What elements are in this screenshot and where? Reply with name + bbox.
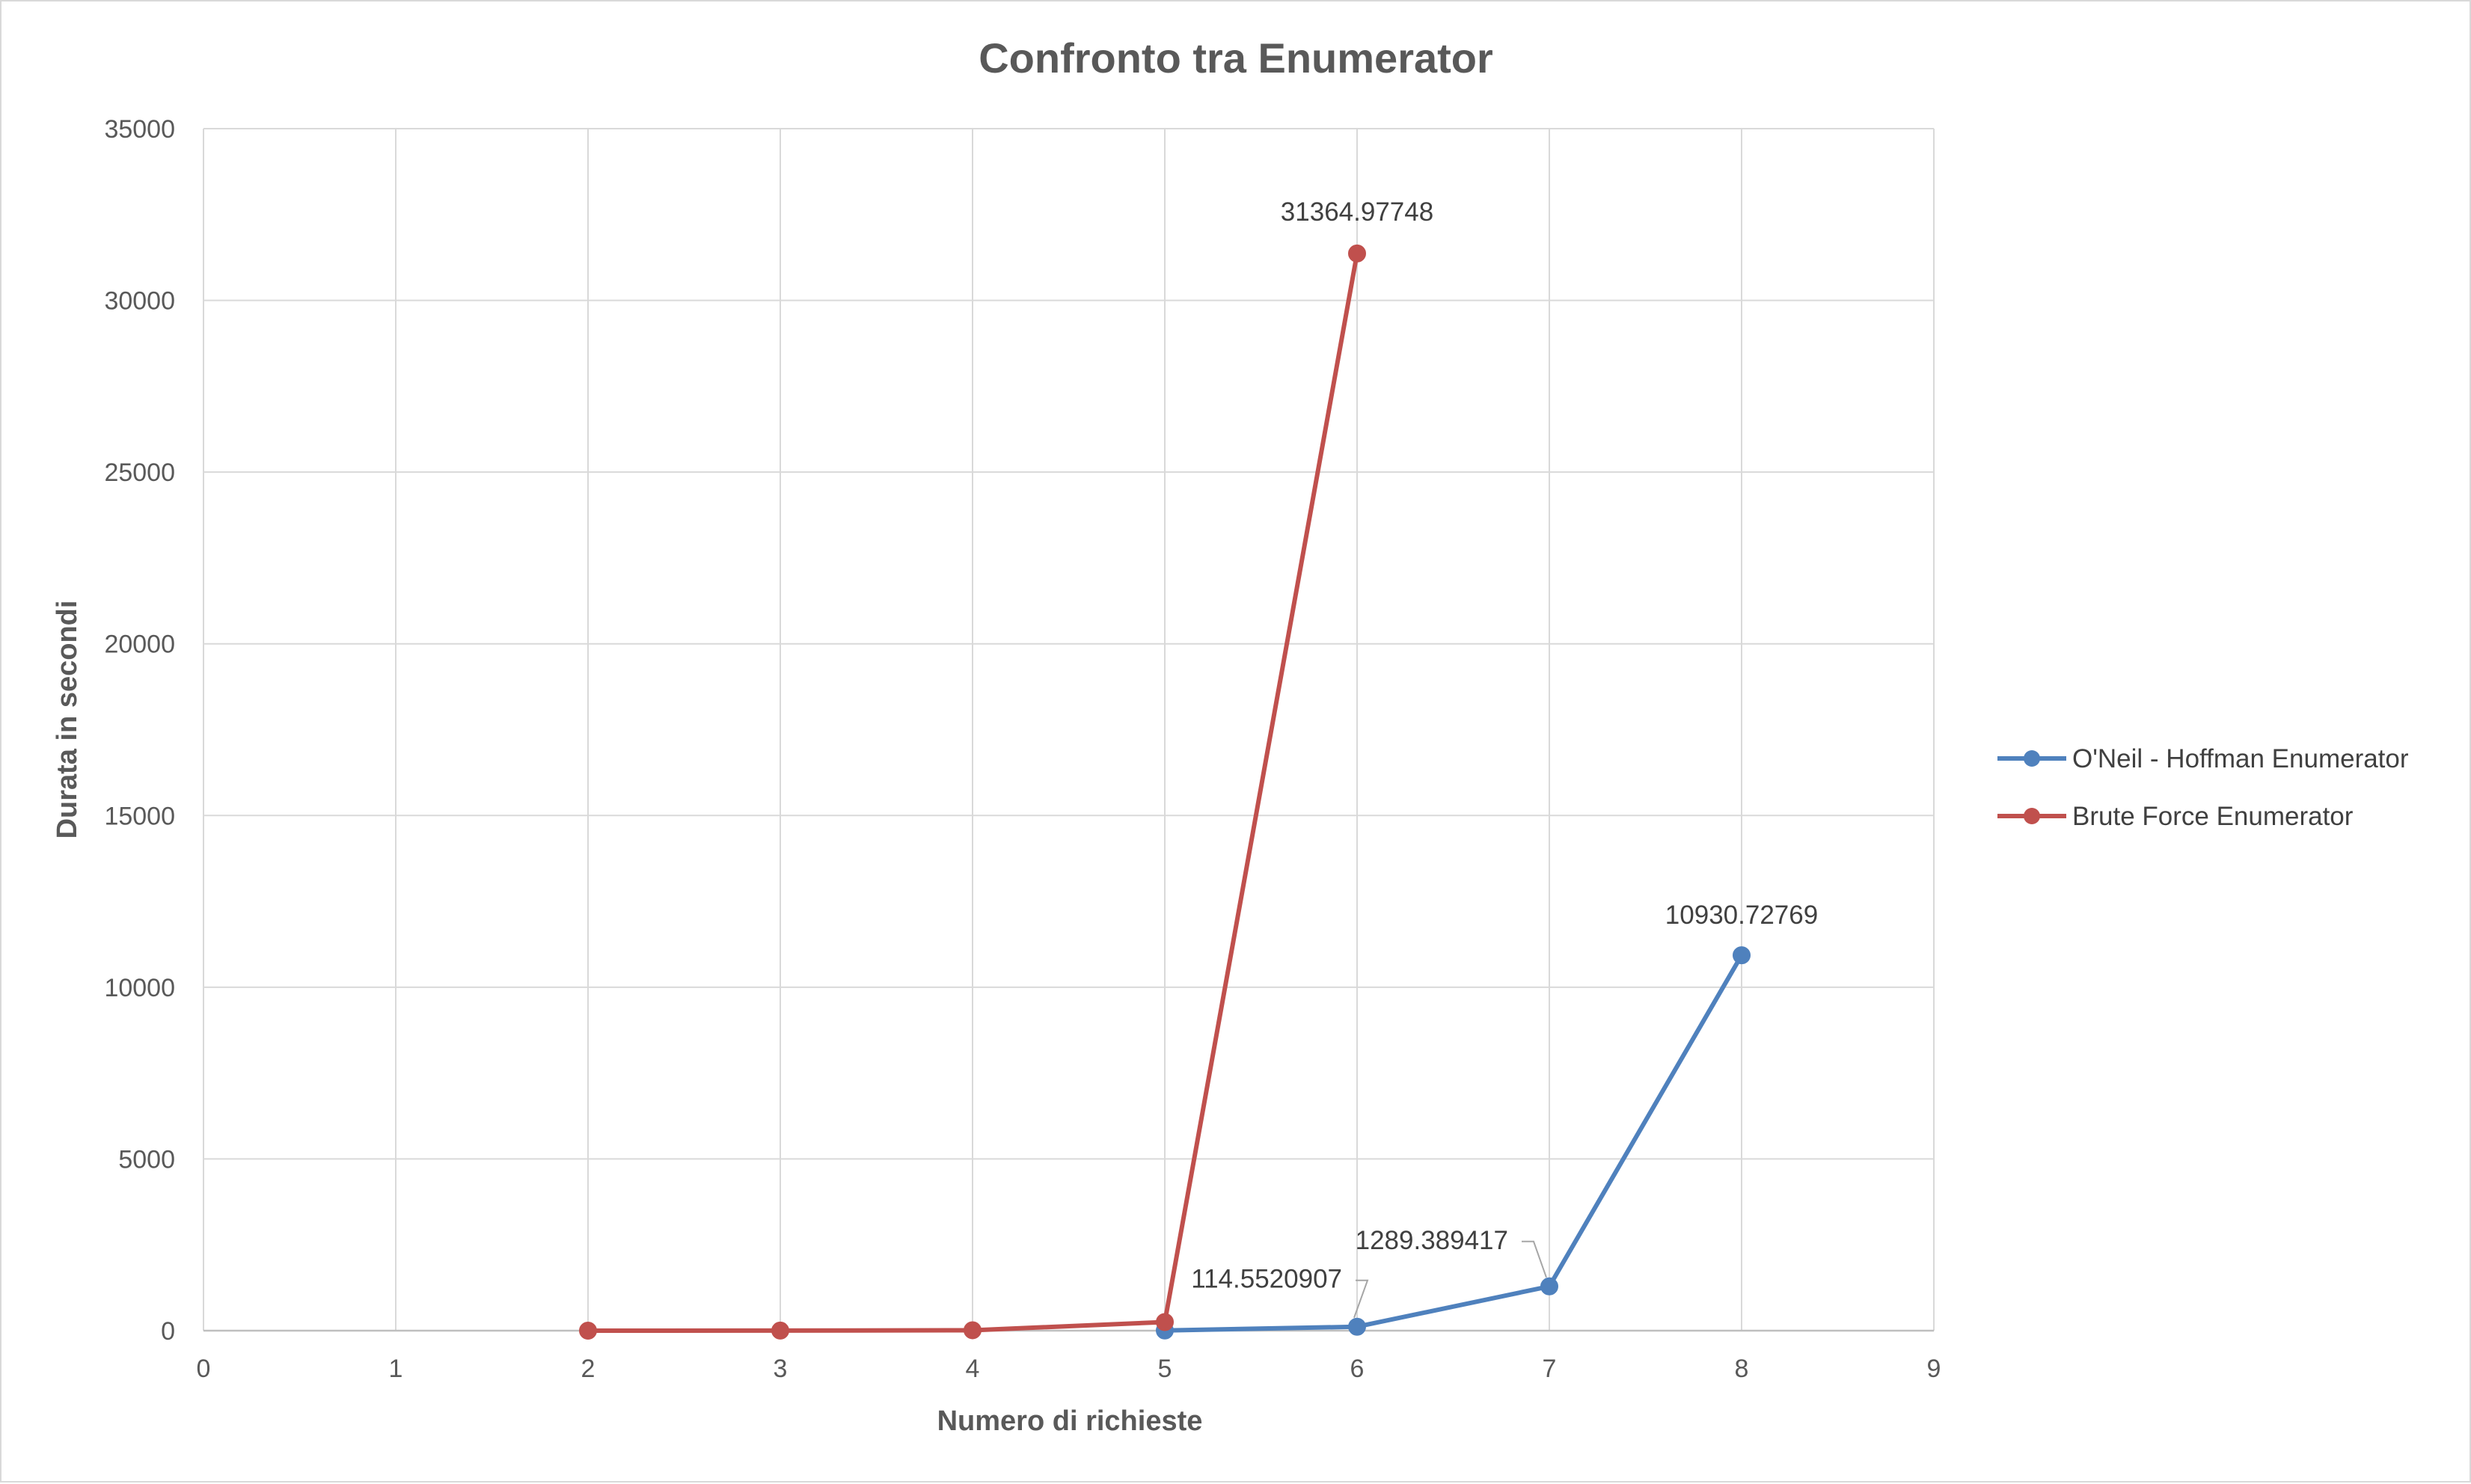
data-label: 1289.389417 <box>1356 1226 1508 1255</box>
x-tick-label: 0 <box>197 1355 211 1383</box>
y-tick-label: 35000 <box>104 115 175 144</box>
label-leader-line <box>1522 1240 1547 1278</box>
data-point <box>579 1321 597 1340</box>
x-tick-label: 4 <box>966 1355 980 1383</box>
x-axis-title: Numero di richieste <box>937 1405 1203 1437</box>
data-labels: 114.5520907 1289.389417 10930.72769 31364.9… <box>1191 197 1818 1319</box>
y-tick-label: 30000 <box>104 287 175 316</box>
data-label: 10930.72769 <box>1665 901 1818 930</box>
data-point <box>1348 244 1366 263</box>
data-point <box>1540 1277 1558 1296</box>
legend-label: Brute Force Enumerator <box>2072 802 2354 831</box>
data-point <box>964 1321 982 1340</box>
x-tick-label: 3 <box>774 1355 788 1383</box>
x-tick-label: 6 <box>1350 1355 1365 1383</box>
legend: O'Neil - Hoffman Enumerator Brute Force E… <box>1997 744 2409 831</box>
y-axis-title: Durata in secondi <box>52 601 83 839</box>
data-label: 31364.97748 <box>1281 197 1433 227</box>
x-tick-label: 9 <box>1927 1355 1941 1383</box>
series-line <box>1163 953 1744 1333</box>
data-label: 114.5520907 <box>1191 1265 1342 1294</box>
series-1 <box>579 244 1366 1340</box>
chart-title: Confronto tra Enumerator <box>979 34 1493 82</box>
data-point <box>1733 946 1751 965</box>
data-point <box>771 1321 789 1340</box>
series-layer <box>579 244 1751 1340</box>
y-tick-label: 20000 <box>104 631 175 659</box>
x-tick-label: 8 <box>1735 1355 1749 1383</box>
data-point <box>1348 1317 1366 1336</box>
legend-swatch-marker <box>2024 750 2040 767</box>
legend-item: O'Neil - Hoffman Enumerator <box>1997 744 2409 773</box>
y-tick-label: 10000 <box>104 974 175 1002</box>
y-tick-label: 0 <box>161 1317 175 1346</box>
y-tick-label: 15000 <box>104 802 175 830</box>
label-leader-line <box>1353 1279 1369 1319</box>
grid-layer <box>203 128 1935 1331</box>
tick-labels: 0 1 2 3 4 5 6 7 8 9 0 5000 10000 15000 20000 25000 30000… <box>104 115 1941 1383</box>
legend-item: Brute Force Enumerator <box>1997 802 2354 831</box>
x-tick-label: 1 <box>389 1355 403 1383</box>
x-tick-label: 7 <box>1543 1355 1557 1383</box>
legend-label: O'Neil - Hoffman Enumerator <box>2072 744 2409 773</box>
legend-swatch-marker <box>2024 808 2040 824</box>
y-tick-label: 25000 <box>104 459 175 487</box>
y-tick-label: 5000 <box>118 1145 175 1174</box>
data-point <box>1156 1313 1174 1331</box>
x-tick-label: 2 <box>581 1355 595 1383</box>
x-tick-label: 5 <box>1158 1355 1172 1383</box>
